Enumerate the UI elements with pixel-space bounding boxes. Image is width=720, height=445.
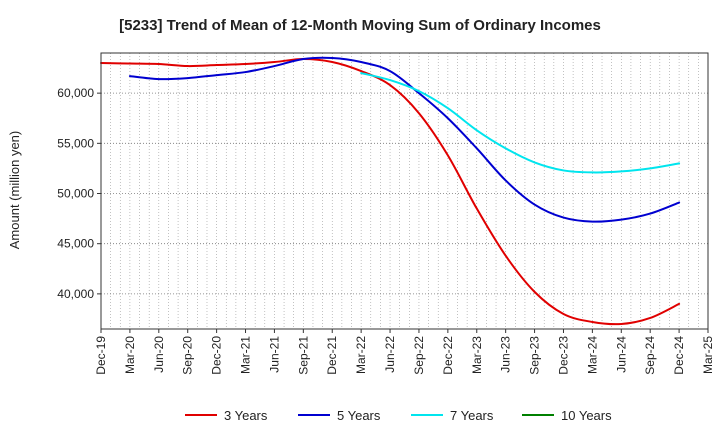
- x-tick-label: Jun-21: [267, 336, 281, 373]
- legend-label-10-years: 10 Years: [561, 408, 612, 423]
- x-tick-label: Dec-22: [441, 336, 455, 375]
- x-tick-label: Dec-21: [325, 336, 339, 375]
- x-tick-label: Dec-20: [210, 336, 224, 375]
- series-line-3-years: [100, 58, 681, 326]
- x-tick-label: Jun-24: [614, 336, 628, 373]
- x-tick-label: Mar-20: [123, 336, 137, 374]
- x-tick-label: Sep-24: [643, 336, 657, 375]
- x-tick-label: Mar-21: [239, 336, 253, 374]
- x-tick-label: Mar-23: [470, 336, 484, 374]
- x-tick-label: Mar-22: [354, 336, 368, 374]
- legend-label-7-years: 7 Years: [450, 408, 494, 423]
- x-tick-label: Jun-20: [152, 336, 166, 373]
- x-tick-label: Mar-24: [585, 336, 599, 374]
- x-tick-label: Jun-22: [383, 336, 397, 373]
- y-tick-label: 50,000: [57, 187, 94, 201]
- y-tick-label: 60,000: [57, 86, 94, 100]
- legend: 3 Years 5 Years 7 Years 10 Years: [185, 408, 612, 423]
- x-tick-label: Dec-24: [672, 336, 686, 375]
- y-tick-label: 40,000: [57, 287, 94, 301]
- x-axis-ticks: Dec-19 Mar-20 Jun-20 Sep-20 Dec-20 Mar-21 Jun-…: [94, 329, 715, 375]
- y-axis-ticks: 40,000 45,000 50,000 55,000 60,000: [57, 86, 101, 301]
- x-tick-label: Jun-23: [499, 336, 513, 373]
- chart-title: [5233] Trend of Mean of 12-Month Moving …: [119, 17, 601, 34]
- x-tick-label: Sep-23: [528, 336, 542, 375]
- legend-label-3-years: 3 Years: [224, 408, 268, 423]
- x-tick-label: Mar-25: [701, 336, 715, 374]
- x-tick-label: Sep-22: [412, 336, 426, 375]
- plot-frame: [100, 52, 709, 330]
- y-tick-label: 55,000: [57, 136, 94, 150]
- series-lines: [100, 56, 681, 326]
- legend-label-5-years: 5 Years: [337, 408, 381, 423]
- y-tick-label: 45,000: [57, 237, 94, 251]
- x-tick-label: Dec-23: [556, 336, 570, 375]
- series-line-5-years: [128, 56, 681, 223]
- grid: [101, 53, 708, 329]
- y-axis-label: Amount (million yen): [7, 131, 22, 250]
- x-tick-label: Dec-19: [94, 336, 108, 375]
- x-tick-label: Sep-21: [296, 336, 310, 375]
- x-tick-label: Sep-20: [181, 336, 195, 375]
- series-line-7-years: [360, 72, 681, 174]
